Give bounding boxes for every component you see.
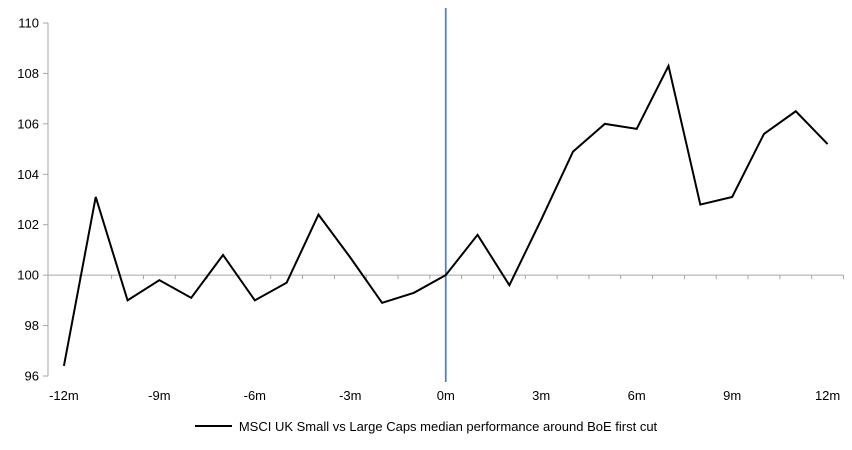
y-axis-label: 110 [18, 16, 39, 31]
x-axis-label: -3m [339, 388, 361, 403]
legend-line-swatch [194, 425, 232, 427]
legend-label: MSCI UK Small vs Large Caps median perfo… [238, 418, 658, 434]
y-axis-label: 100 [17, 268, 39, 283]
legend: MSCI UK Small vs Large Caps median perfo… [0, 415, 852, 437]
y-axis-label: 102 [17, 217, 39, 232]
x-axis-label: -9m [148, 388, 170, 403]
x-axis-label: 3m [532, 388, 550, 403]
y-axis-label: 104 [17, 167, 39, 182]
x-axis-label: 0m [437, 388, 455, 403]
x-axis-label: 12m [815, 388, 840, 403]
x-axis-label: 9m [723, 388, 741, 403]
x-axis-label: -6m [244, 388, 266, 403]
y-axis-label: 96 [25, 369, 39, 384]
y-axis-label: 106 [17, 116, 39, 131]
x-axis-label: -12m [49, 388, 79, 403]
y-axis-label: 108 [17, 66, 39, 81]
x-axis-label: 6m [628, 388, 646, 403]
series-line [62, 62, 829, 367]
y-axis-label: 98 [25, 318, 39, 333]
